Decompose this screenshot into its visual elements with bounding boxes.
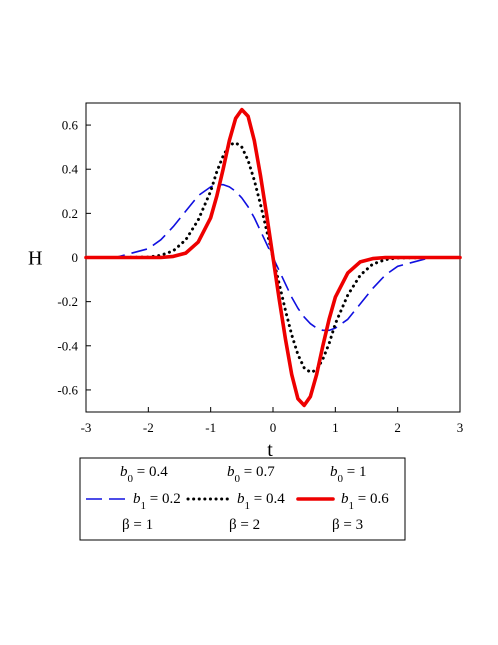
y-axis-label: H <box>28 248 42 270</box>
x-tick-label: 0 <box>270 420 277 435</box>
x-tick-label: -2 <box>143 420 154 435</box>
x-tick-label: 3 <box>457 420 464 435</box>
legend-entry-text: β = 3 <box>332 517 363 533</box>
legend-entry-text: b1 = 0.6 <box>341 491 389 512</box>
x-axis-label: t <box>267 439 273 461</box>
y-tick-label: 0.4 <box>62 162 79 177</box>
plot-area: -3 -2 -1 0 1 2 3 -0.6 -0.4 -0.2 0 0.2 0.4 0.6 <box>57 102 464 435</box>
y-tick-label: -0.6 <box>57 382 78 397</box>
y-tick-label: -0.2 <box>57 294 78 309</box>
x-tick-label: -3 <box>81 420 92 435</box>
legend-box <box>79 457 406 541</box>
legend-entry-text: β = 2 <box>229 517 260 533</box>
y-tick-label: 0 <box>72 250 79 265</box>
legend-entry-text: b0 = 0.7 <box>227 464 275 485</box>
legend-entry-text: b0 = 0.4 <box>120 464 168 485</box>
y-tick-label: 0.2 <box>62 206 78 221</box>
legend-entry-text: b0 = 1 <box>330 464 366 485</box>
legend-entry-text: β = 1 <box>122 517 153 533</box>
legend: b0 = 0.4 β = 1 b0 = 0.7 β = 2 b0 = 1 β = 3 b1 … <box>79 457 406 541</box>
legend-entry-text: b1 = 0.4 <box>237 491 285 512</box>
legend-entry-text: b1 = 0.2 <box>133 491 181 512</box>
y-tick-label: 0.6 <box>62 118 79 133</box>
x-tick-label: -1 <box>205 420 216 435</box>
x-tick-label: 1 <box>332 420 339 435</box>
series-line-solid <box>84 107 462 408</box>
x-tick-label: 2 <box>394 420 401 435</box>
y-tick-label: -0.4 <box>57 338 78 353</box>
